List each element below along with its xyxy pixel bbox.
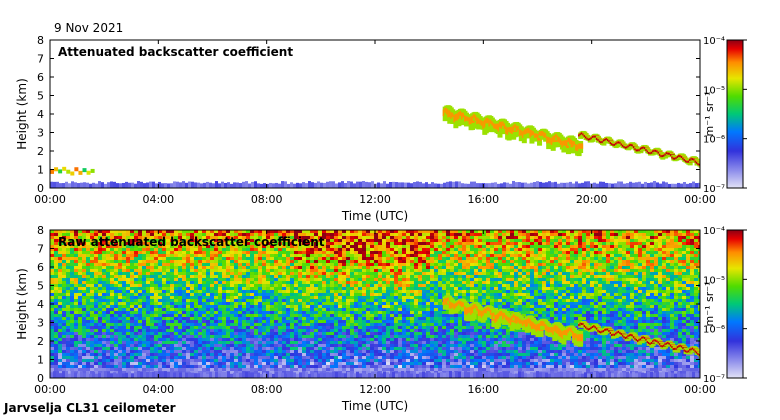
y-tick-label: 4: [37, 108, 44, 121]
y-tick-label: 2: [37, 335, 44, 348]
y-tick-label: 8: [37, 224, 44, 237]
x-tick-label: 08:00: [251, 193, 283, 206]
y-tick-label: 3: [37, 127, 44, 140]
y-tick-label: 1: [37, 354, 44, 367]
x-tick-label: 00:00: [34, 383, 66, 396]
y-tick-label: 7: [37, 243, 44, 256]
feature-cloud-layer: [442, 105, 584, 157]
x-tick-label: 12:00: [359, 383, 391, 396]
x-tick-label: 00:00: [34, 193, 66, 206]
y-tick-label: 3: [37, 317, 44, 330]
feature-cloud-layer: [442, 295, 584, 347]
x-tick-label: 04:00: [142, 383, 174, 396]
colorbar-tick-label: 10⁻⁶: [703, 325, 725, 336]
y-tick-label: 7: [37, 53, 44, 66]
x-tick-label: 20:00: [576, 383, 608, 396]
panel-title: Raw attenuated backscatter coefficient: [58, 235, 325, 249]
y-tick-label: 4: [37, 298, 44, 311]
colorbar-tick-label: 10⁻⁷: [703, 184, 725, 195]
x-tick-label: 16:00: [467, 383, 499, 396]
plot-area: [50, 40, 700, 188]
x-tick-label: 20:00: [576, 193, 608, 206]
heatmap-layer: [50, 105, 700, 188]
colorbar: [726, 39, 744, 189]
colorbar: [726, 229, 744, 379]
chart-panel-1: 0 1 2 3 4 5 6 7 8 00:00 04:00 08:00 12:00 16:00 20:00 0…: [15, 34, 747, 223]
x-tick-label: 16:00: [467, 193, 499, 206]
chart-panel-2: 0 1 2 3 4 5 6 7 8 00:00 04:00 08:00 12:00 16:00 20:00 0…: [15, 224, 747, 413]
x-axis-label: Time (UTC): [341, 399, 408, 413]
colorbar-label: m⁻¹ sr⁻¹: [703, 92, 716, 137]
date-label: 9 Nov 2021: [54, 21, 124, 35]
y-axis-label: Height (km): [15, 268, 29, 339]
feature-surface-layer: [50, 370, 700, 378]
y-tick-label: 0: [37, 372, 44, 385]
x-tick-label: 04:00: [142, 193, 174, 206]
x-tick-label: 00:00: [684, 383, 716, 396]
feature-descending-cloud-layer: [578, 130, 700, 168]
feature-noise-background: [50, 230, 700, 378]
colorbar-tick-label: 10⁻⁵: [703, 275, 725, 286]
colorbar-tick-label: 10⁻⁵: [703, 85, 725, 96]
station-label: Jarvselja CL31 ceilometer: [4, 401, 176, 415]
y-tick-label: 5: [37, 280, 44, 293]
panel-title: Attenuated backscatter coefficient: [58, 45, 293, 59]
x-axis-label: Time (UTC): [341, 209, 408, 223]
y-tick-label: 8: [37, 34, 44, 47]
colorbar-tick-label: 10⁻⁴: [703, 36, 725, 47]
x-tick-label: 00:00: [684, 193, 716, 206]
feature-surface-layer: [50, 180, 700, 188]
colorbar-label: m⁻¹ sr⁻¹: [703, 282, 716, 327]
heatmap-layer: [50, 230, 700, 378]
y-tick-label: 6: [37, 71, 44, 84]
colorbar-tick-label: 10⁻⁶: [703, 135, 725, 146]
x-tick-label: 08:00: [251, 383, 283, 396]
y-tick-label: 5: [37, 90, 44, 103]
y-axis-label: Height (km): [15, 78, 29, 149]
feature-low-cloud: [50, 166, 95, 176]
y-tick-label: 1: [37, 164, 44, 177]
x-tick-label: 12:00: [359, 193, 391, 206]
colorbar-tick-label: 10⁻⁷: [703, 374, 725, 385]
y-tick-label: 0: [37, 182, 44, 195]
y-tick-label: 6: [37, 261, 44, 274]
feature-descending-cloud-layer: [578, 320, 700, 359]
colorbar-tick-label: 10⁻⁴: [703, 226, 725, 237]
y-tick-label: 2: [37, 145, 44, 158]
